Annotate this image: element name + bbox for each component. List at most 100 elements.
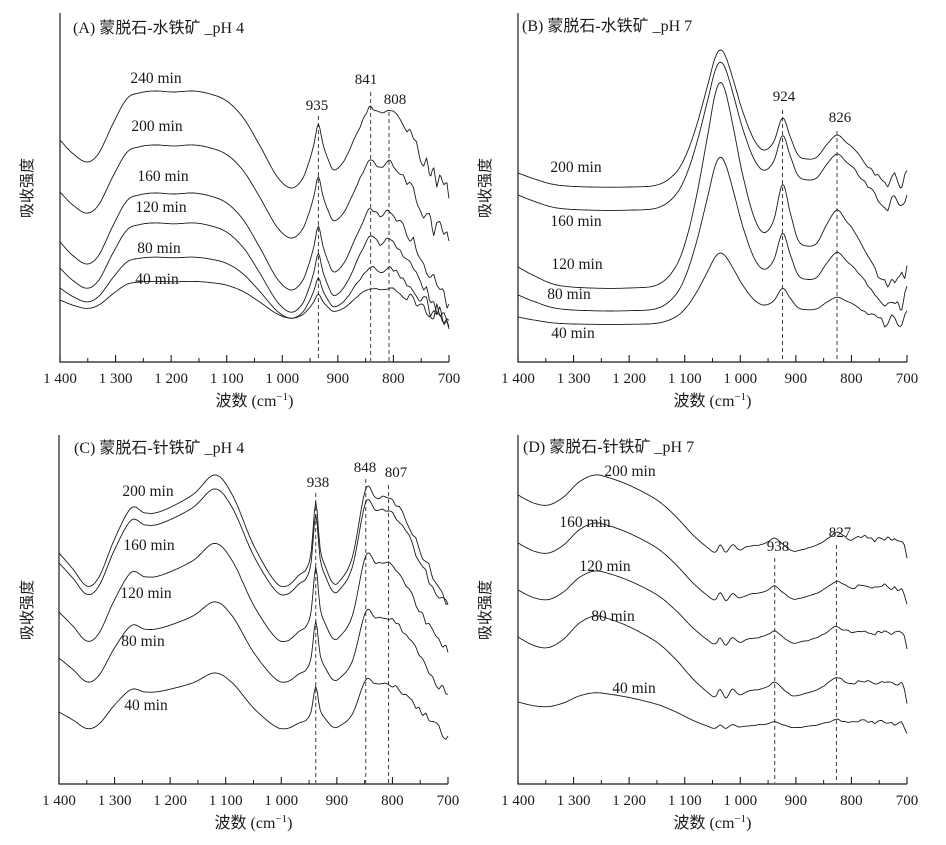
x-tick-label: 700: [896, 793, 919, 809]
panel-title-a: (A) 蒙脱石-水铁矿 _pH 4: [73, 19, 244, 37]
spectrum-curve-d-80-min: [517, 615, 908, 704]
x-tick-label: 900: [327, 371, 350, 387]
x-tick-label: 1 000: [265, 371, 299, 387]
curve-label: 120 min: [551, 256, 602, 273]
x-tick-label: 1 300: [557, 793, 591, 809]
x-tick-label: 700: [438, 371, 461, 387]
curve-label: 160 min: [137, 168, 188, 185]
spectrum-curve-b-120-min: [517, 82, 908, 289]
spectrum-curve-a-200-min: [59, 144, 450, 242]
peak-label-938: 938: [307, 475, 330, 491]
x-axis-label: 波数 (cm−1): [216, 391, 294, 410]
y-axis-label: 吸收强度: [477, 580, 494, 640]
x-tick-label: 900: [785, 371, 808, 387]
curve-label: 40 min: [612, 680, 656, 697]
spectrum-curve-b-40-min: [517, 252, 908, 328]
curve-label: 160 min: [559, 514, 610, 531]
x-tick-label: 800: [381, 793, 404, 809]
panel-b: 924 826 200 min 160 min 120 min 80 min 40 min 1…: [477, 13, 918, 410]
peak-label-841: 841: [355, 72, 378, 88]
spectrum-curve-a-160-min: [59, 192, 450, 309]
spectrum-curve-b-160-min: [517, 61, 908, 212]
x-tick-label: 1 100: [210, 371, 244, 387]
curve-label: 200 min: [122, 483, 173, 500]
spectrum-curve-b-200-min: [517, 49, 908, 189]
curve-label: 80 min: [547, 286, 591, 303]
x-tick-label: 800: [840, 793, 863, 809]
x-tick-label: 700: [437, 793, 460, 809]
curve-label: 120 min: [579, 558, 630, 575]
curve-label: 120 min: [120, 585, 171, 602]
x-tick-label: 1 300: [98, 793, 132, 809]
x-tick-label: 1 400: [501, 371, 535, 387]
x-tick-label: 1 300: [557, 371, 591, 387]
spectrum-curve-c-40-min: [58, 672, 449, 740]
spectrum-curve-a-240-min: [59, 90, 450, 199]
x-tick-label: 1 200: [154, 371, 188, 387]
x-tick-label: 700: [896, 371, 919, 387]
x-tick-label: 800: [382, 371, 405, 387]
x-tick-label: 1 400: [501, 793, 535, 809]
curve-label: 40 min: [124, 697, 168, 714]
peak-label-807: 807: [385, 465, 408, 481]
x-axis-label: 波数 (cm−1): [674, 813, 752, 832]
spectrum-curve-a-40-min: [59, 280, 450, 330]
x-tick-label: 1 000: [264, 793, 298, 809]
peak-label-938: 938: [767, 539, 790, 555]
x-axis-label: 波数 (cm−1): [674, 391, 752, 410]
y-axis-label: 吸收强度: [477, 158, 494, 218]
curve-label: 80 min: [121, 633, 165, 650]
spectrum-curve-d-120-min: [517, 570, 908, 650]
panel-a: 935 841 808 240 min 200 min 160 min 120 min 80 …: [19, 13, 460, 410]
curve-label: 200 min: [550, 159, 601, 176]
curve-label: 200 min: [131, 118, 182, 135]
curve-label: 200 min: [604, 463, 655, 480]
x-tick-label: 1 100: [209, 793, 243, 809]
x-axis-label: 波数 (cm−1): [215, 813, 293, 832]
x-tick-label: 1 100: [668, 793, 702, 809]
x-tick-label: 1 400: [42, 793, 76, 809]
x-tick-label: 1 300: [99, 371, 133, 387]
spectrum-curve-a-80-min: [59, 256, 450, 327]
curve-label: 240 min: [130, 70, 181, 87]
panel-title-b: (B) 蒙脱石-水铁矿 _pH 7: [522, 17, 692, 35]
curve-label: 40 min: [551, 325, 595, 342]
curve-label: 120 min: [135, 199, 186, 216]
peak-label-826: 826: [829, 110, 852, 126]
spectrum-curve-d-160-min: [517, 522, 908, 605]
curve-label: 40 min: [135, 271, 179, 288]
x-tick-label: 800: [840, 371, 863, 387]
curve-label: 160 min: [123, 537, 174, 554]
spectrum-curve-c-80-min: [58, 601, 449, 695]
x-tick-label: 900: [785, 793, 808, 809]
spectrum-curve-d-200-min: [517, 474, 908, 559]
spectrum-curve-d-40-min: [517, 692, 908, 734]
peak-label-924: 924: [773, 89, 796, 105]
peak-label-848: 848: [354, 460, 377, 476]
spectrum-curve-a-120-min: [59, 222, 450, 324]
panel-title-c: (C) 蒙脱石-针铁矿 _pH 4: [74, 439, 244, 457]
peak-label-808: 808: [384, 92, 407, 108]
spectrum-curve-c-160-min: [58, 488, 449, 605]
x-tick-label: 1 200: [612, 793, 646, 809]
peak-label-935: 935: [306, 98, 329, 114]
x-tick-label: 1 000: [723, 371, 757, 387]
spectrum-curve-c-120-min: [58, 542, 449, 653]
x-tick-label: 900: [326, 793, 349, 809]
y-axis-label: 吸收强度: [19, 158, 36, 218]
x-tick-label: 1 200: [612, 371, 646, 387]
curve-label: 80 min: [137, 240, 181, 257]
x-tick-label: 1 200: [153, 793, 187, 809]
spectrum-curve-b-80-min: [517, 156, 908, 312]
x-tick-label: 1 400: [43, 371, 77, 387]
spectrum-curve-c-200-min: [58, 474, 449, 605]
y-axis-label: 吸收强度: [19, 580, 36, 640]
x-tick-label: 1 000: [723, 793, 757, 809]
curve-label: 80 min: [591, 608, 635, 625]
x-tick-label: 1 100: [668, 371, 702, 387]
curve-label: 160 min: [550, 213, 601, 230]
